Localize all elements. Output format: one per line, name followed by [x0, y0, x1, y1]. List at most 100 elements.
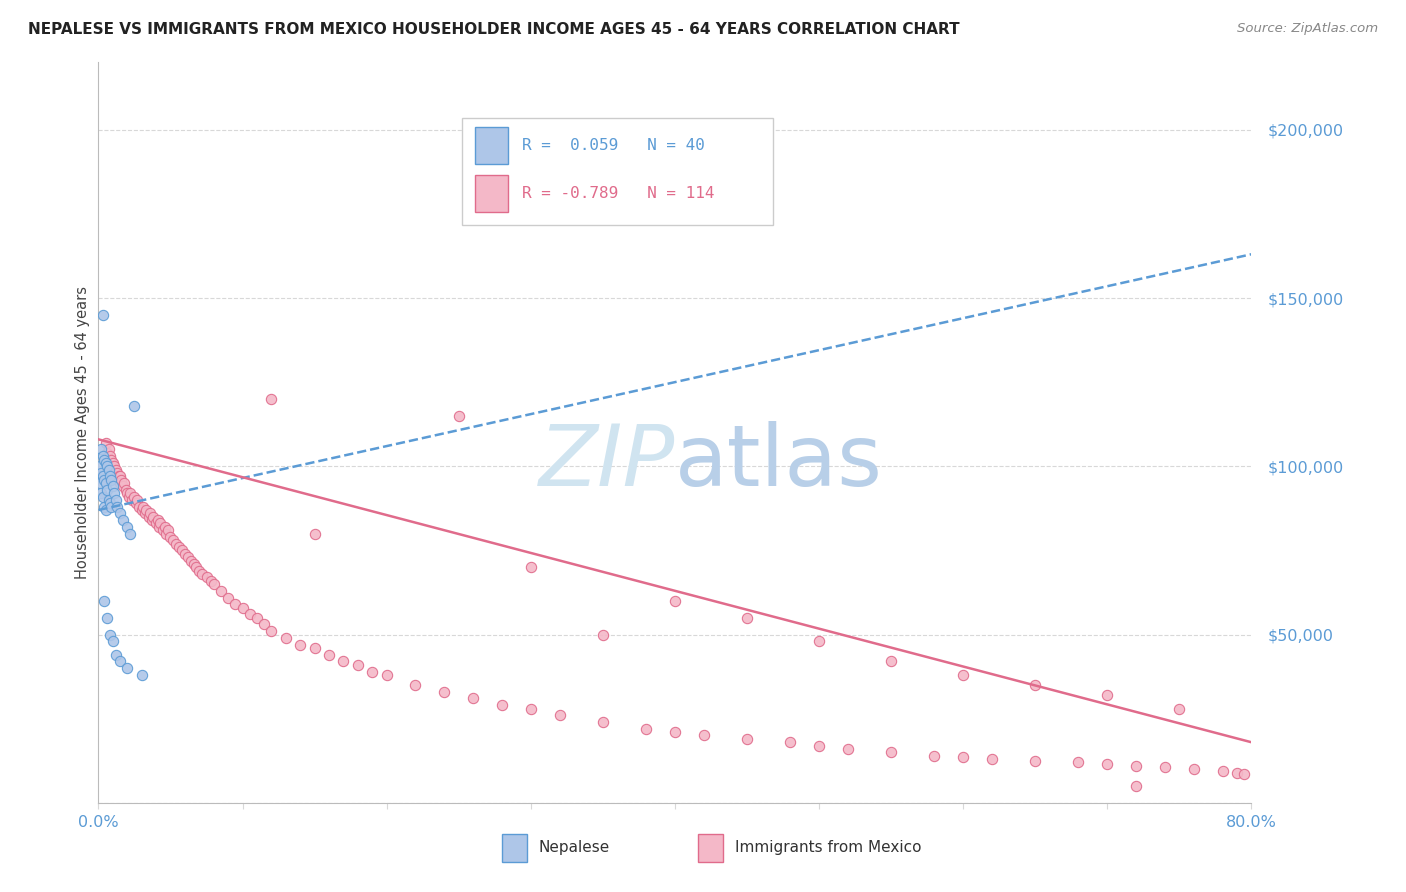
Point — [520, 560, 543, 574]
Point — [592, 714, 614, 729]
Point — [375, 668, 398, 682]
Point — [153, 520, 176, 534]
Point — [180, 553, 202, 567]
Point — [127, 492, 149, 507]
Point — [1212, 764, 1234, 778]
Point — [91, 308, 114, 322]
Point — [152, 523, 174, 537]
Point — [188, 564, 211, 578]
Point — [200, 574, 222, 588]
Point — [664, 594, 686, 608]
Point — [461, 691, 484, 706]
Point — [290, 638, 312, 652]
Bar — [697, 834, 723, 862]
Point — [735, 731, 758, 746]
Y-axis label: Householder Income Ages 45 - 64 years: Householder Income Ages 45 - 64 years — [75, 286, 90, 579]
Point — [141, 513, 163, 527]
Text: R =  0.059   N = 40: R = 0.059 N = 40 — [522, 138, 704, 153]
Point — [94, 503, 117, 517]
Point — [224, 597, 246, 611]
Point — [89, 459, 111, 474]
Point — [1024, 678, 1046, 692]
Point — [100, 452, 122, 467]
Point — [101, 466, 124, 480]
Text: Nepalese: Nepalese — [538, 840, 610, 855]
Point — [174, 547, 197, 561]
Text: atlas: atlas — [675, 421, 883, 504]
Point — [108, 507, 131, 521]
Point — [1024, 754, 1046, 768]
Point — [125, 496, 148, 510]
Point — [124, 490, 146, 504]
Point — [90, 486, 112, 500]
Text: R = -0.789   N = 114: R = -0.789 N = 114 — [522, 186, 714, 202]
Point — [94, 435, 117, 450]
Point — [94, 476, 117, 491]
Point — [103, 459, 125, 474]
Point — [191, 566, 214, 581]
Point — [117, 486, 139, 500]
Point — [90, 442, 112, 457]
Point — [131, 503, 153, 517]
Point — [693, 729, 716, 743]
Text: NEPALESE VS IMMIGRANTS FROM MEXICO HOUSEHOLDER INCOME AGES 45 - 64 YEARS CORRELA: NEPALESE VS IMMIGRANTS FROM MEXICO HOUSE… — [28, 22, 960, 37]
Point — [108, 476, 131, 491]
Point — [104, 648, 127, 662]
FancyBboxPatch shape — [461, 118, 773, 226]
Point — [274, 631, 297, 645]
Point — [1168, 701, 1191, 715]
Point — [177, 550, 200, 565]
Point — [91, 449, 114, 463]
Point — [548, 708, 571, 723]
Bar — [475, 176, 508, 212]
Point — [134, 507, 156, 521]
Point — [100, 500, 122, 514]
Point — [135, 503, 157, 517]
Point — [121, 492, 143, 507]
Point — [1233, 767, 1256, 781]
Point — [105, 500, 128, 514]
Point — [120, 486, 142, 500]
Point — [98, 449, 121, 463]
Point — [1125, 758, 1147, 772]
Point — [132, 500, 155, 514]
Point — [91, 469, 114, 483]
Point — [246, 610, 269, 624]
Point — [952, 750, 974, 764]
Point — [96, 610, 118, 624]
Point — [105, 466, 128, 480]
Point — [1154, 760, 1177, 774]
Point — [145, 516, 167, 531]
Point — [97, 442, 120, 457]
Point — [202, 577, 225, 591]
Point — [183, 557, 205, 571]
Point — [111, 479, 134, 493]
Point — [318, 648, 340, 662]
Point — [93, 594, 115, 608]
Point — [231, 600, 254, 615]
Point — [98, 627, 121, 641]
Point — [107, 469, 129, 483]
Point — [636, 722, 658, 736]
Point — [186, 560, 208, 574]
Point — [114, 483, 136, 497]
Point — [104, 492, 127, 507]
Point — [101, 634, 124, 648]
Point — [332, 655, 354, 669]
Point — [97, 492, 120, 507]
Point — [100, 473, 122, 487]
Point — [108, 655, 131, 669]
Point — [1097, 757, 1119, 772]
Point — [1125, 779, 1147, 793]
Point — [520, 701, 543, 715]
Point — [165, 536, 187, 550]
Point — [592, 627, 614, 641]
Point — [96, 459, 118, 474]
Point — [118, 490, 141, 504]
Point — [880, 655, 903, 669]
Point — [1182, 762, 1205, 776]
Point — [128, 500, 150, 514]
Point — [98, 496, 121, 510]
Point — [131, 668, 153, 682]
Point — [837, 742, 859, 756]
